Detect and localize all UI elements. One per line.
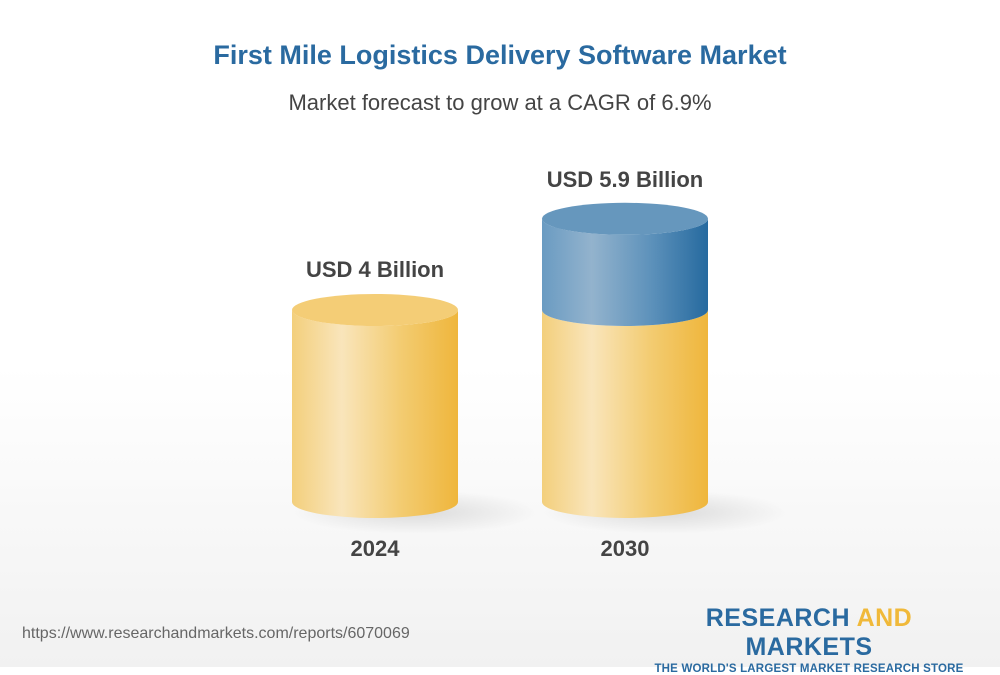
logo-word-research: RESEARCH <box>705 604 857 632</box>
bar-top-2024 <box>292 294 458 326</box>
source-url[interactable]: https://www.researchandmarkets.com/repor… <box>22 625 410 642</box>
bar-2024 <box>292 310 458 518</box>
category-label-2024: 2024 <box>351 536 401 561</box>
logo-word-markets: MARKETS <box>745 633 873 661</box>
data-label-2024: USD 4 Billion <box>306 257 444 282</box>
bar-top-2030 <box>542 202 708 235</box>
logo-word-and: AND <box>856 604 913 632</box>
category-label-2030: 2030 <box>601 536 650 561</box>
logo-tagline: THE WORLD'S LARGEST MARKET RESEARCH STOR… <box>654 663 964 675</box>
data-label-2030: USD 5.9 Billion <box>547 167 703 192</box>
research-and-markets-logo: RESEARCH AND MARKETS THE WORLD'S LARGEST… <box>641 604 977 675</box>
bar-growth-segment-2030 <box>542 218 708 326</box>
chart-subtitle: Market forecast to grow at a CAGR of 6.9… <box>288 90 712 115</box>
bar-base-segment-2030 <box>542 310 708 518</box>
chart-title: First Mile Logistics Delivery Software M… <box>213 40 787 70</box>
